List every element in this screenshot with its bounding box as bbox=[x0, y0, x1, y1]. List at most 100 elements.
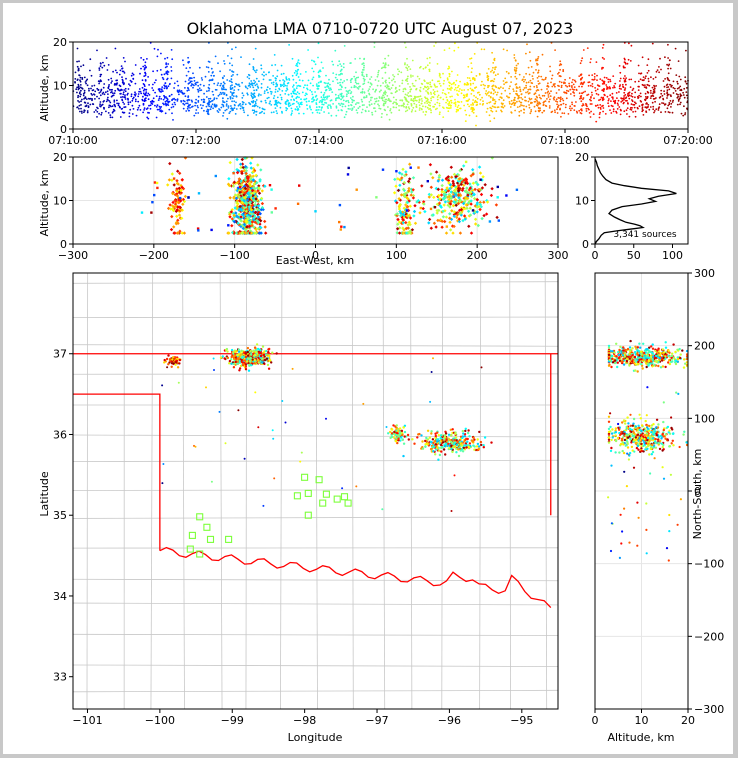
time-source-point bbox=[476, 97, 479, 100]
time-source-point bbox=[354, 79, 357, 82]
time-burst-point bbox=[427, 87, 430, 90]
time-source-point bbox=[283, 80, 286, 83]
time-source-point bbox=[509, 85, 511, 88]
time-burst-point bbox=[274, 100, 277, 103]
time-burst-point bbox=[580, 59, 583, 62]
time-burst-point bbox=[426, 64, 429, 67]
ew-source-point bbox=[398, 183, 402, 187]
time-source-point bbox=[430, 99, 433, 102]
ew-source-point bbox=[176, 169, 180, 173]
time-source-point bbox=[512, 90, 515, 92]
time-source-point bbox=[439, 111, 441, 114]
time-source-point bbox=[638, 105, 641, 107]
ew-source-point bbox=[448, 212, 452, 216]
time-source-point bbox=[253, 82, 256, 85]
time-source-point bbox=[255, 77, 258, 80]
time-source-point bbox=[647, 104, 650, 106]
time-source-point bbox=[350, 104, 353, 107]
time-source-point bbox=[641, 106, 644, 109]
time-source-point bbox=[376, 84, 379, 87]
ew-source-point bbox=[431, 176, 435, 180]
time-burst-point bbox=[80, 65, 82, 68]
time-source-point bbox=[478, 91, 480, 94]
time-source-point bbox=[114, 69, 117, 72]
time-source-point bbox=[152, 70, 155, 73]
time-source-point bbox=[220, 106, 223, 109]
time-source-point bbox=[224, 88, 226, 91]
time-burst-point bbox=[80, 104, 82, 106]
time-source-point bbox=[661, 94, 664, 97]
time-source-point bbox=[117, 102, 120, 105]
time-source-point bbox=[658, 71, 660, 74]
ew-source-point bbox=[435, 202, 440, 206]
time-source-point bbox=[677, 60, 680, 62]
time-source-point bbox=[474, 99, 477, 102]
time-source-point bbox=[171, 98, 174, 101]
time-source-point bbox=[219, 91, 222, 94]
time-source-point bbox=[402, 90, 405, 93]
time-source-point bbox=[347, 99, 349, 102]
time-source-point bbox=[378, 104, 380, 107]
time-source-point bbox=[385, 86, 388, 89]
map-source-point bbox=[232, 351, 235, 354]
time-source-point bbox=[630, 103, 633, 105]
time-source-point bbox=[83, 89, 86, 92]
time-burst-point bbox=[471, 110, 474, 113]
time-source-point bbox=[502, 87, 504, 90]
time-source-point bbox=[569, 105, 572, 108]
time-source-point bbox=[338, 97, 340, 100]
ew-source-point bbox=[468, 182, 472, 186]
ew-scatter-point bbox=[232, 172, 235, 175]
time-source-point bbox=[415, 88, 417, 91]
time-source-point bbox=[504, 77, 507, 80]
time-source-point bbox=[418, 101, 420, 104]
time-source-point bbox=[459, 80, 461, 83]
time-source-point bbox=[98, 80, 101, 83]
time-source-point bbox=[229, 110, 232, 113]
map-source-point bbox=[267, 350, 270, 354]
time-source-point bbox=[112, 70, 114, 73]
time-source-point bbox=[206, 90, 208, 93]
time-source-point bbox=[568, 77, 571, 79]
time-source-point bbox=[389, 108, 392, 110]
time-source-point bbox=[343, 45, 346, 47]
ew-source-point bbox=[172, 225, 176, 229]
time-burst-point bbox=[121, 107, 124, 110]
ew-scatter-point bbox=[153, 193, 156, 197]
time-source-point bbox=[325, 74, 327, 77]
time-source-point bbox=[236, 73, 239, 76]
time-source-point bbox=[630, 95, 633, 97]
time-source-point bbox=[492, 97, 494, 100]
ew-source-point bbox=[253, 220, 257, 224]
time-source-point bbox=[546, 98, 548, 100]
time-source-point bbox=[235, 95, 238, 97]
ew-source-point bbox=[418, 211, 422, 215]
time-burst-point bbox=[622, 97, 625, 100]
time-burst-point bbox=[99, 65, 102, 67]
time-source-point bbox=[685, 94, 688, 97]
time-burst-point bbox=[448, 75, 451, 78]
time-burst-point bbox=[145, 97, 147, 99]
time-source-point bbox=[519, 88, 522, 91]
time-source-point bbox=[445, 96, 448, 99]
time-source-point bbox=[569, 109, 572, 112]
time-source-point bbox=[142, 102, 145, 105]
time-source-point bbox=[304, 98, 306, 101]
time-source-point bbox=[598, 99, 600, 102]
time-source-point bbox=[323, 92, 326, 94]
time-source-point bbox=[677, 93, 679, 96]
time-burst-point bbox=[316, 88, 319, 90]
ew-source-point bbox=[246, 184, 250, 188]
time-source-point bbox=[539, 96, 541, 99]
time-source-point bbox=[607, 105, 610, 108]
time-source-point bbox=[418, 78, 421, 80]
time-source-point bbox=[658, 103, 661, 106]
time-source-point bbox=[612, 108, 615, 111]
time-source-point bbox=[235, 83, 238, 86]
ew-source-point bbox=[481, 175, 485, 179]
time-source-point bbox=[212, 107, 215, 110]
time-source-point bbox=[422, 105, 424, 108]
time-source-point bbox=[438, 104, 441, 107]
time-source-point bbox=[227, 55, 229, 57]
map-source-point bbox=[479, 440, 483, 444]
